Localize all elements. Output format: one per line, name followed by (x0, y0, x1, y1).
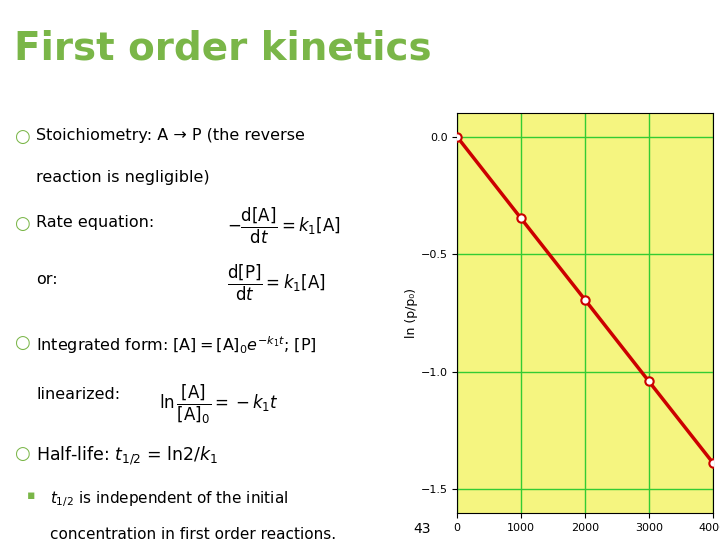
Text: First order kinetics: First order kinetics (14, 30, 432, 68)
Text: 43: 43 (413, 522, 431, 536)
Text: Half-life: $t_{1/2}$ = ln2/$k_1$: Half-life: $t_{1/2}$ = ln2/$k_1$ (36, 445, 219, 468)
X-axis label: t/s: t/s (576, 538, 594, 540)
Text: linearized:: linearized: (36, 387, 120, 402)
Text: ○: ○ (14, 214, 30, 233)
Text: Stoichiometry: A → P (the reverse: Stoichiometry: A → P (the reverse (36, 128, 305, 143)
Text: ○: ○ (14, 445, 30, 463)
Text: concentration in first order reactions.: concentration in first order reactions. (50, 526, 336, 540)
Text: or:: or: (36, 272, 58, 287)
Text: Rate equation:: Rate equation: (36, 214, 155, 230)
Text: ○: ○ (14, 128, 30, 146)
Text: $\ln\dfrac{[\mathrm{A}]}{[\mathrm{A}]_0} = -k_1 t$: $\ln\dfrac{[\mathrm{A}]}{[\mathrm{A}]_0}… (158, 383, 279, 426)
Text: $-\dfrac{\mathrm{d}[\mathrm{A}]}{\mathrm{d}t} = k_1[\mathrm{A}]$: $-\dfrac{\mathrm{d}[\mathrm{A}]}{\mathrm… (227, 206, 341, 246)
Y-axis label: ln (p/p₀): ln (p/p₀) (405, 288, 418, 338)
Text: $t_{1/2}$ is independent of the initial: $t_{1/2}$ is independent of the initial (50, 489, 288, 509)
Text: $\dfrac{\mathrm{d}[\mathrm{P}]}{\mathrm{d}t} = k_1[\mathrm{A}]$: $\dfrac{\mathrm{d}[\mathrm{P}]}{\mathrm{… (227, 263, 325, 303)
Text: reaction is negligible): reaction is negligible) (36, 170, 210, 185)
Text: ○: ○ (14, 334, 30, 352)
Text: Integrated form: $[\mathrm{A}]=[\mathrm{A}]_0 e^{-k_1 t}$; [P]: Integrated form: $[\mathrm{A}]=[\mathrm{… (36, 334, 317, 356)
Text: ▪: ▪ (27, 489, 36, 502)
